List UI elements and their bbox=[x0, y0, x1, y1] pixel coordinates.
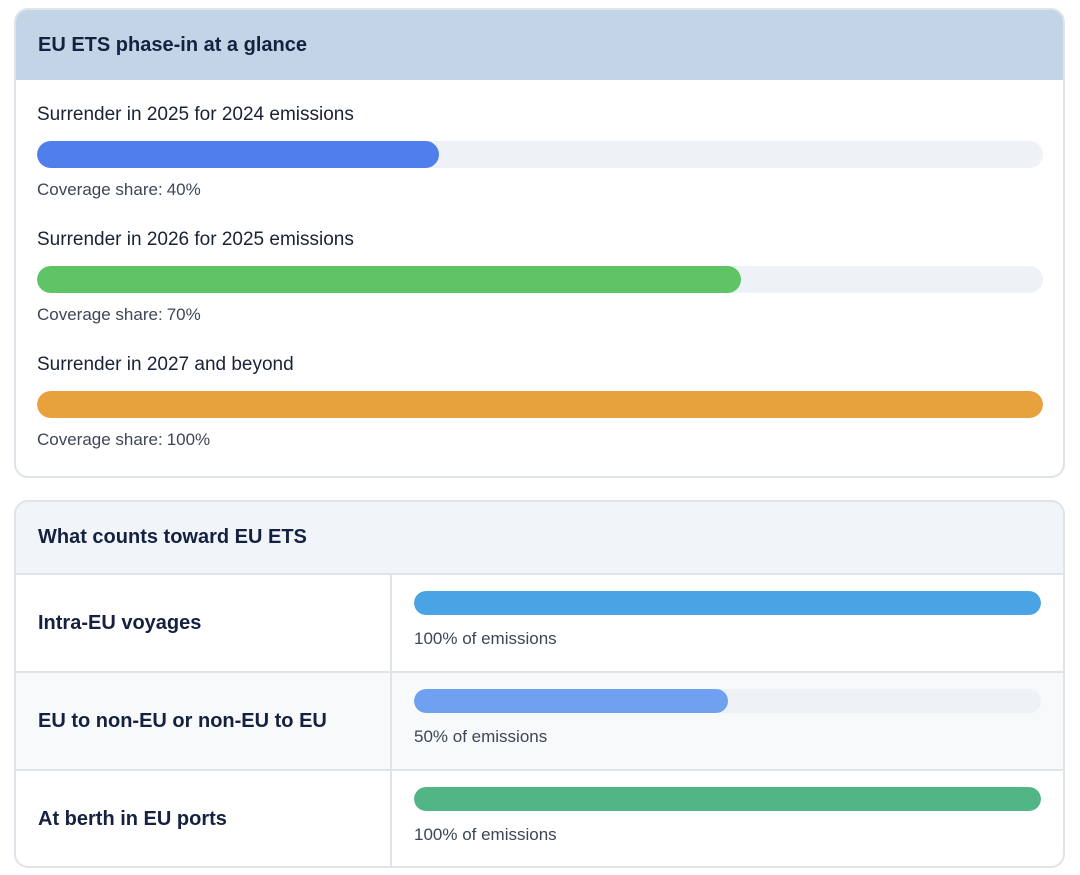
emissions-share-cell: 50% of emissions bbox=[392, 673, 1063, 769]
emissions-share-cell: 100% of emissions bbox=[392, 771, 1063, 866]
coverage-share-label: Coverage share: bbox=[37, 305, 163, 324]
coverage-share-label: Coverage share: bbox=[37, 430, 163, 449]
emissions-progress-fill bbox=[414, 591, 1041, 615]
emissions-share-cell: 100% of emissions bbox=[392, 575, 1063, 671]
emissions-progress-track bbox=[414, 689, 1041, 713]
phase-item-label: Surrender in 2026 for 2025 emissions bbox=[37, 229, 354, 250]
coverage-share-value: 70% bbox=[166, 305, 201, 324]
voyage-type-label: Intra-EU voyages bbox=[16, 575, 392, 671]
coverage-progress-fill bbox=[37, 391, 1043, 418]
emissions-share-caption: 100% of emissions bbox=[414, 629, 557, 648]
coverage-share-value: 40% bbox=[166, 180, 201, 199]
what-counts-card: What counts toward EU ETS Intra-EU voyag… bbox=[14, 500, 1065, 868]
emissions-share-caption: 100% of emissions bbox=[414, 825, 557, 844]
emissions-share-caption: 50% of emissions bbox=[414, 727, 548, 746]
phase-item: Surrender in 2026 for 2025 emissions Cov… bbox=[37, 229, 1043, 354]
emissions-progress-track bbox=[414, 591, 1041, 615]
table-row: At berth in EU ports 100% of emissions bbox=[16, 771, 1063, 866]
phase-in-card: EU ETS phase-in at a glance Surrender in… bbox=[14, 8, 1065, 478]
what-counts-card-title: What counts toward EU ETS bbox=[16, 502, 1063, 575]
coverage-progress-track bbox=[37, 391, 1043, 418]
emissions-progress-fill bbox=[414, 689, 728, 713]
emissions-progress-track bbox=[414, 787, 1041, 811]
table-row: Intra-EU voyages 100% of emissions bbox=[16, 575, 1063, 673]
phase-item: Surrender in 2027 and beyond Coverage sh… bbox=[37, 354, 1043, 476]
coverage-share-text: Coverage share: 70% bbox=[37, 305, 201, 325]
coverage-progress-fill bbox=[37, 141, 440, 168]
phase-item: Surrender in 2025 for 2024 emissions Cov… bbox=[37, 104, 1043, 229]
phase-item-label: Surrender in 2025 for 2024 emissions bbox=[37, 104, 354, 125]
phase-in-card-title: EU ETS phase-in at a glance bbox=[16, 10, 1063, 80]
coverage-progress-track bbox=[37, 141, 1043, 168]
coverage-share-label: Coverage share: bbox=[37, 180, 163, 199]
coverage-share-value: 100% bbox=[166, 430, 211, 449]
phase-item-label: Surrender in 2027 and beyond bbox=[37, 354, 294, 375]
coverage-progress-fill bbox=[37, 266, 742, 293]
emissions-progress-fill bbox=[414, 787, 1041, 811]
coverage-progress-track bbox=[37, 266, 1043, 293]
voyage-type-label: At berth in EU ports bbox=[16, 771, 392, 866]
table-row: EU to non-EU or non-EU to EU 50% of emis… bbox=[16, 673, 1063, 771]
coverage-share-text: Coverage share: 40% bbox=[37, 180, 201, 200]
voyage-type-label: EU to non-EU or non-EU to EU bbox=[16, 673, 392, 769]
phase-in-list: Surrender in 2025 for 2024 emissions Cov… bbox=[16, 104, 1063, 476]
coverage-share-text: Coverage share: 100% bbox=[37, 430, 210, 450]
